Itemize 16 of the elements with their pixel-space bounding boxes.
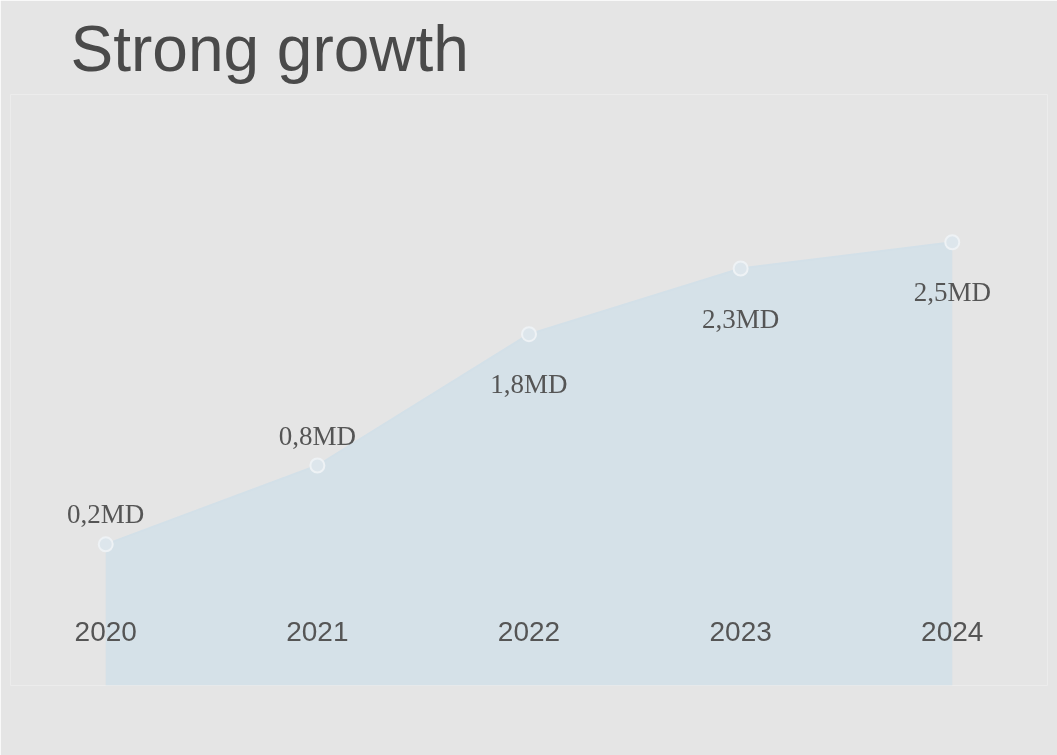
point (521, 326, 537, 343)
x-tick-label: 2024 (921, 615, 984, 647)
x-tick-label: 2022 (497, 615, 561, 647)
point (309, 457, 326, 474)
data-label: 1,8MD (490, 369, 568, 400)
x-tick-label: 2020 (74, 615, 137, 647)
x-tick-label: 2023 (709, 615, 772, 647)
point (732, 260, 749, 277)
point (944, 234, 961, 251)
data-label: 0,2MD (67, 499, 145, 530)
point (97, 536, 114, 553)
chart-title: Strong growth (70, 12, 469, 85)
data-label: 2,3MD (702, 303, 780, 334)
x-tick-label: 2021 (286, 615, 349, 647)
data-label: 2,5MD (913, 277, 991, 308)
data-label: 0,8MD (278, 420, 357, 451)
